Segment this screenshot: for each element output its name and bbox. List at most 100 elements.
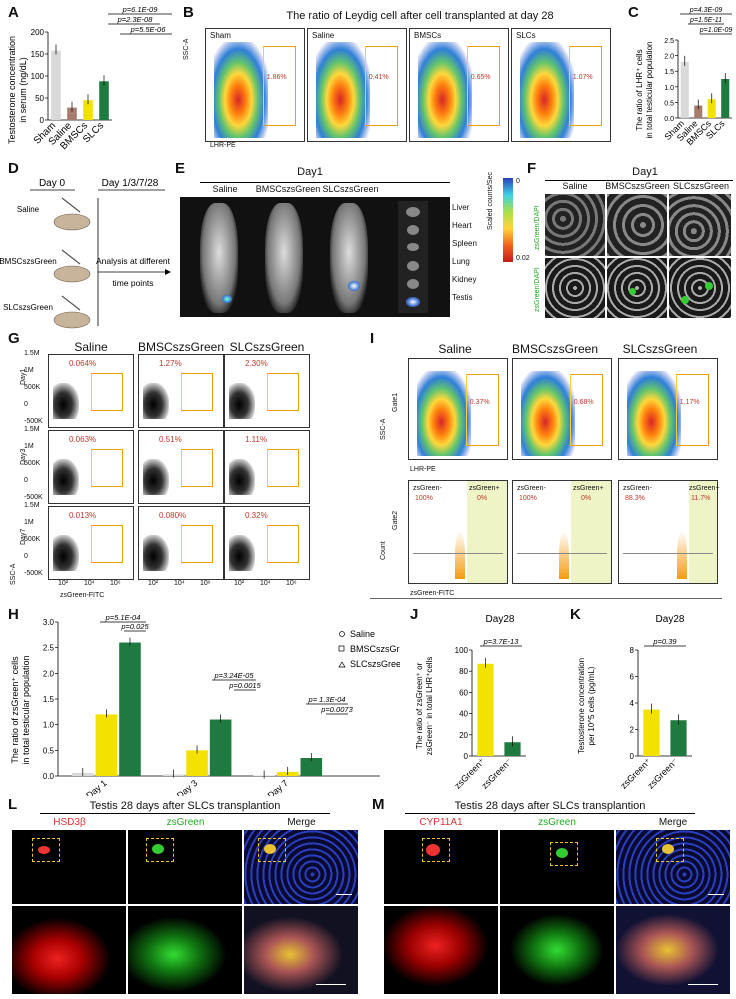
panel-m-channel-2: zsGreen xyxy=(538,817,576,828)
bar xyxy=(300,758,323,776)
microscopy-image xyxy=(545,258,605,318)
panel-label-e: E xyxy=(175,160,186,177)
y-tick-label: 40 xyxy=(459,710,468,719)
y-tick-label: 0 xyxy=(464,752,469,761)
fluorescence-zoom-image xyxy=(12,906,126,994)
flow-plot: 0.68% xyxy=(512,358,612,460)
fluorescence-zoom-image xyxy=(244,906,358,994)
chart-c: The ratio of LHR⁺ cells in total testicu… xyxy=(635,7,732,147)
y-tick-label: 2.0 xyxy=(43,669,55,678)
panel-label-m: M xyxy=(372,796,385,813)
y-tick-label: -500K xyxy=(24,570,43,577)
y-tick-label: 80 xyxy=(459,667,468,676)
flow-plot: 1.17% xyxy=(618,358,718,460)
panel-f-col-3: SLCszsGreen xyxy=(672,181,730,191)
panel-g-ylabel: SSC-A xyxy=(10,563,17,585)
panel-m-channel-1: CYP11A1 xyxy=(419,817,463,828)
flow-plot: 0.41% Saline xyxy=(307,28,407,142)
signal-spot xyxy=(348,281,360,291)
gate-percentage: 1.86% xyxy=(266,73,287,81)
gate-positive-pct: 0% xyxy=(477,495,488,502)
panel-e-col-1: Saline xyxy=(212,184,238,194)
bar xyxy=(99,81,109,120)
chart-h-pval-5: p= 1.3E-04 xyxy=(308,695,346,704)
panel-l-title-rule xyxy=(40,813,330,814)
x-tick-label: 10⁶ xyxy=(110,580,121,587)
panel-i-xlabel-top: LHR-PE xyxy=(410,466,436,473)
y-tick-label: 3.0 xyxy=(43,618,55,627)
organ-label: Testis xyxy=(452,293,473,302)
chart-h-pval-1: p=5.1E-04 xyxy=(105,613,141,622)
flow-plot: 1.27% xyxy=(138,354,224,428)
y-tick-label: 0 xyxy=(40,116,45,125)
bar xyxy=(504,742,521,756)
x-tick-label: Day 1 xyxy=(84,778,108,796)
flow-plot: 1.86% Sham xyxy=(205,28,305,142)
panel-e-col-2: BMSCszsGreen xyxy=(255,184,321,194)
gate-negative-label: zsGreen- xyxy=(413,485,442,492)
y-tick-label: 0 xyxy=(24,553,28,560)
panel-g-col-3: SLCszsGreen xyxy=(229,340,305,354)
bar xyxy=(707,99,716,118)
x-tick-label: 10⁶ xyxy=(286,580,297,587)
flow-plot-title: BMSCs xyxy=(414,31,442,40)
panel-g-xlabel: zsGreen-FITC xyxy=(60,592,105,599)
panel-g-col-2: BMSCszsGreen xyxy=(137,340,225,354)
panel-m-channel-3: Merge xyxy=(658,817,688,828)
gate-percentage: 0.51% xyxy=(159,435,182,444)
y-tick-label: 2.5 xyxy=(664,38,674,45)
y-tick-label: 500K xyxy=(24,384,41,391)
gate-percentage: 1.17% xyxy=(679,399,700,406)
panel-l-channel-1: HSD3β xyxy=(53,817,86,828)
bar xyxy=(477,663,494,756)
gate-percentage: 1.11% xyxy=(245,435,268,444)
bar xyxy=(83,100,93,120)
fluorescence-image xyxy=(616,830,730,904)
flow-plot: 0.32% xyxy=(224,506,310,580)
gate-negative-pct: 100% xyxy=(415,495,433,502)
schematic-d-group-1: Saline xyxy=(17,205,40,214)
chart-j-pval: p=3.7E-13 xyxy=(483,637,520,646)
flow-plot: 0.65% BMSCs xyxy=(409,28,509,142)
gate-positive-pct: 11.7% xyxy=(691,495,711,502)
panel-i-col-2: BMSCszsGreen xyxy=(511,342,599,356)
panel-label-f: F xyxy=(527,160,537,177)
y-tick-label: 2.0 xyxy=(664,54,674,61)
panel-e-title: Day1 xyxy=(297,166,323,178)
fluorescence-image xyxy=(128,830,242,904)
flow-plot: 0.51% xyxy=(138,430,224,504)
microscopy-image xyxy=(607,258,667,318)
chart-j: Day28 The ratio of zsGreen⁺ or zsGreen⁻ … xyxy=(415,614,526,791)
syringe-icon xyxy=(61,197,81,311)
panel-b-xlabel: LHR-PE xyxy=(210,142,236,149)
panel-f-col-2: BMSCszsGreen xyxy=(605,181,670,191)
y-tick-label: 1.5 xyxy=(664,69,674,76)
panel-i-gate2: Gate2 xyxy=(392,510,399,530)
bar xyxy=(721,79,730,118)
chart-k-ylabel-2: per 10^5 cells (pg/mL) xyxy=(587,666,596,745)
schematic-d-group-2: BMSCszsGreen xyxy=(0,257,57,266)
panel-l-channel-2: zsGreen xyxy=(166,817,205,828)
chart-h-ylabel-1: The ratio of zsGreen⁺ cells xyxy=(10,656,20,764)
chart-j-title: Day28 xyxy=(486,614,515,625)
chart-c-ylabel-1: The ratio of LHR⁺ cells xyxy=(635,49,644,130)
panel-m-title-rule xyxy=(405,813,695,814)
panel-label-a: A xyxy=(8,4,19,21)
gate-percentage: 0.063% xyxy=(69,435,97,444)
gate-percentage: 0.32% xyxy=(245,511,268,520)
y-tick-label: 1.5M xyxy=(24,502,40,509)
gate-negative-pct: 100% xyxy=(519,495,537,502)
color-scale-min: 0.02 xyxy=(516,255,530,262)
y-tick-label: 500K xyxy=(24,460,41,467)
chart-a-ylabel-1: Testosterone concentration xyxy=(7,36,17,144)
schematic-d-day0: Day 0 xyxy=(39,178,66,189)
schematic-d-group-3: SLCszsGreen xyxy=(3,303,53,312)
organ-label: Liver xyxy=(452,203,470,212)
panel-f-col-1: Saline xyxy=(562,181,588,191)
gate-negative-label: zsGreen- xyxy=(517,485,546,492)
signal-spot xyxy=(222,295,232,303)
panel-f-rowlabel-2: zsGreen/DAPI xyxy=(534,267,541,312)
y-tick-label: 1.0 xyxy=(664,85,674,92)
y-tick-label: 0.0 xyxy=(43,772,55,781)
flow-plot-title: Saline xyxy=(312,31,335,40)
